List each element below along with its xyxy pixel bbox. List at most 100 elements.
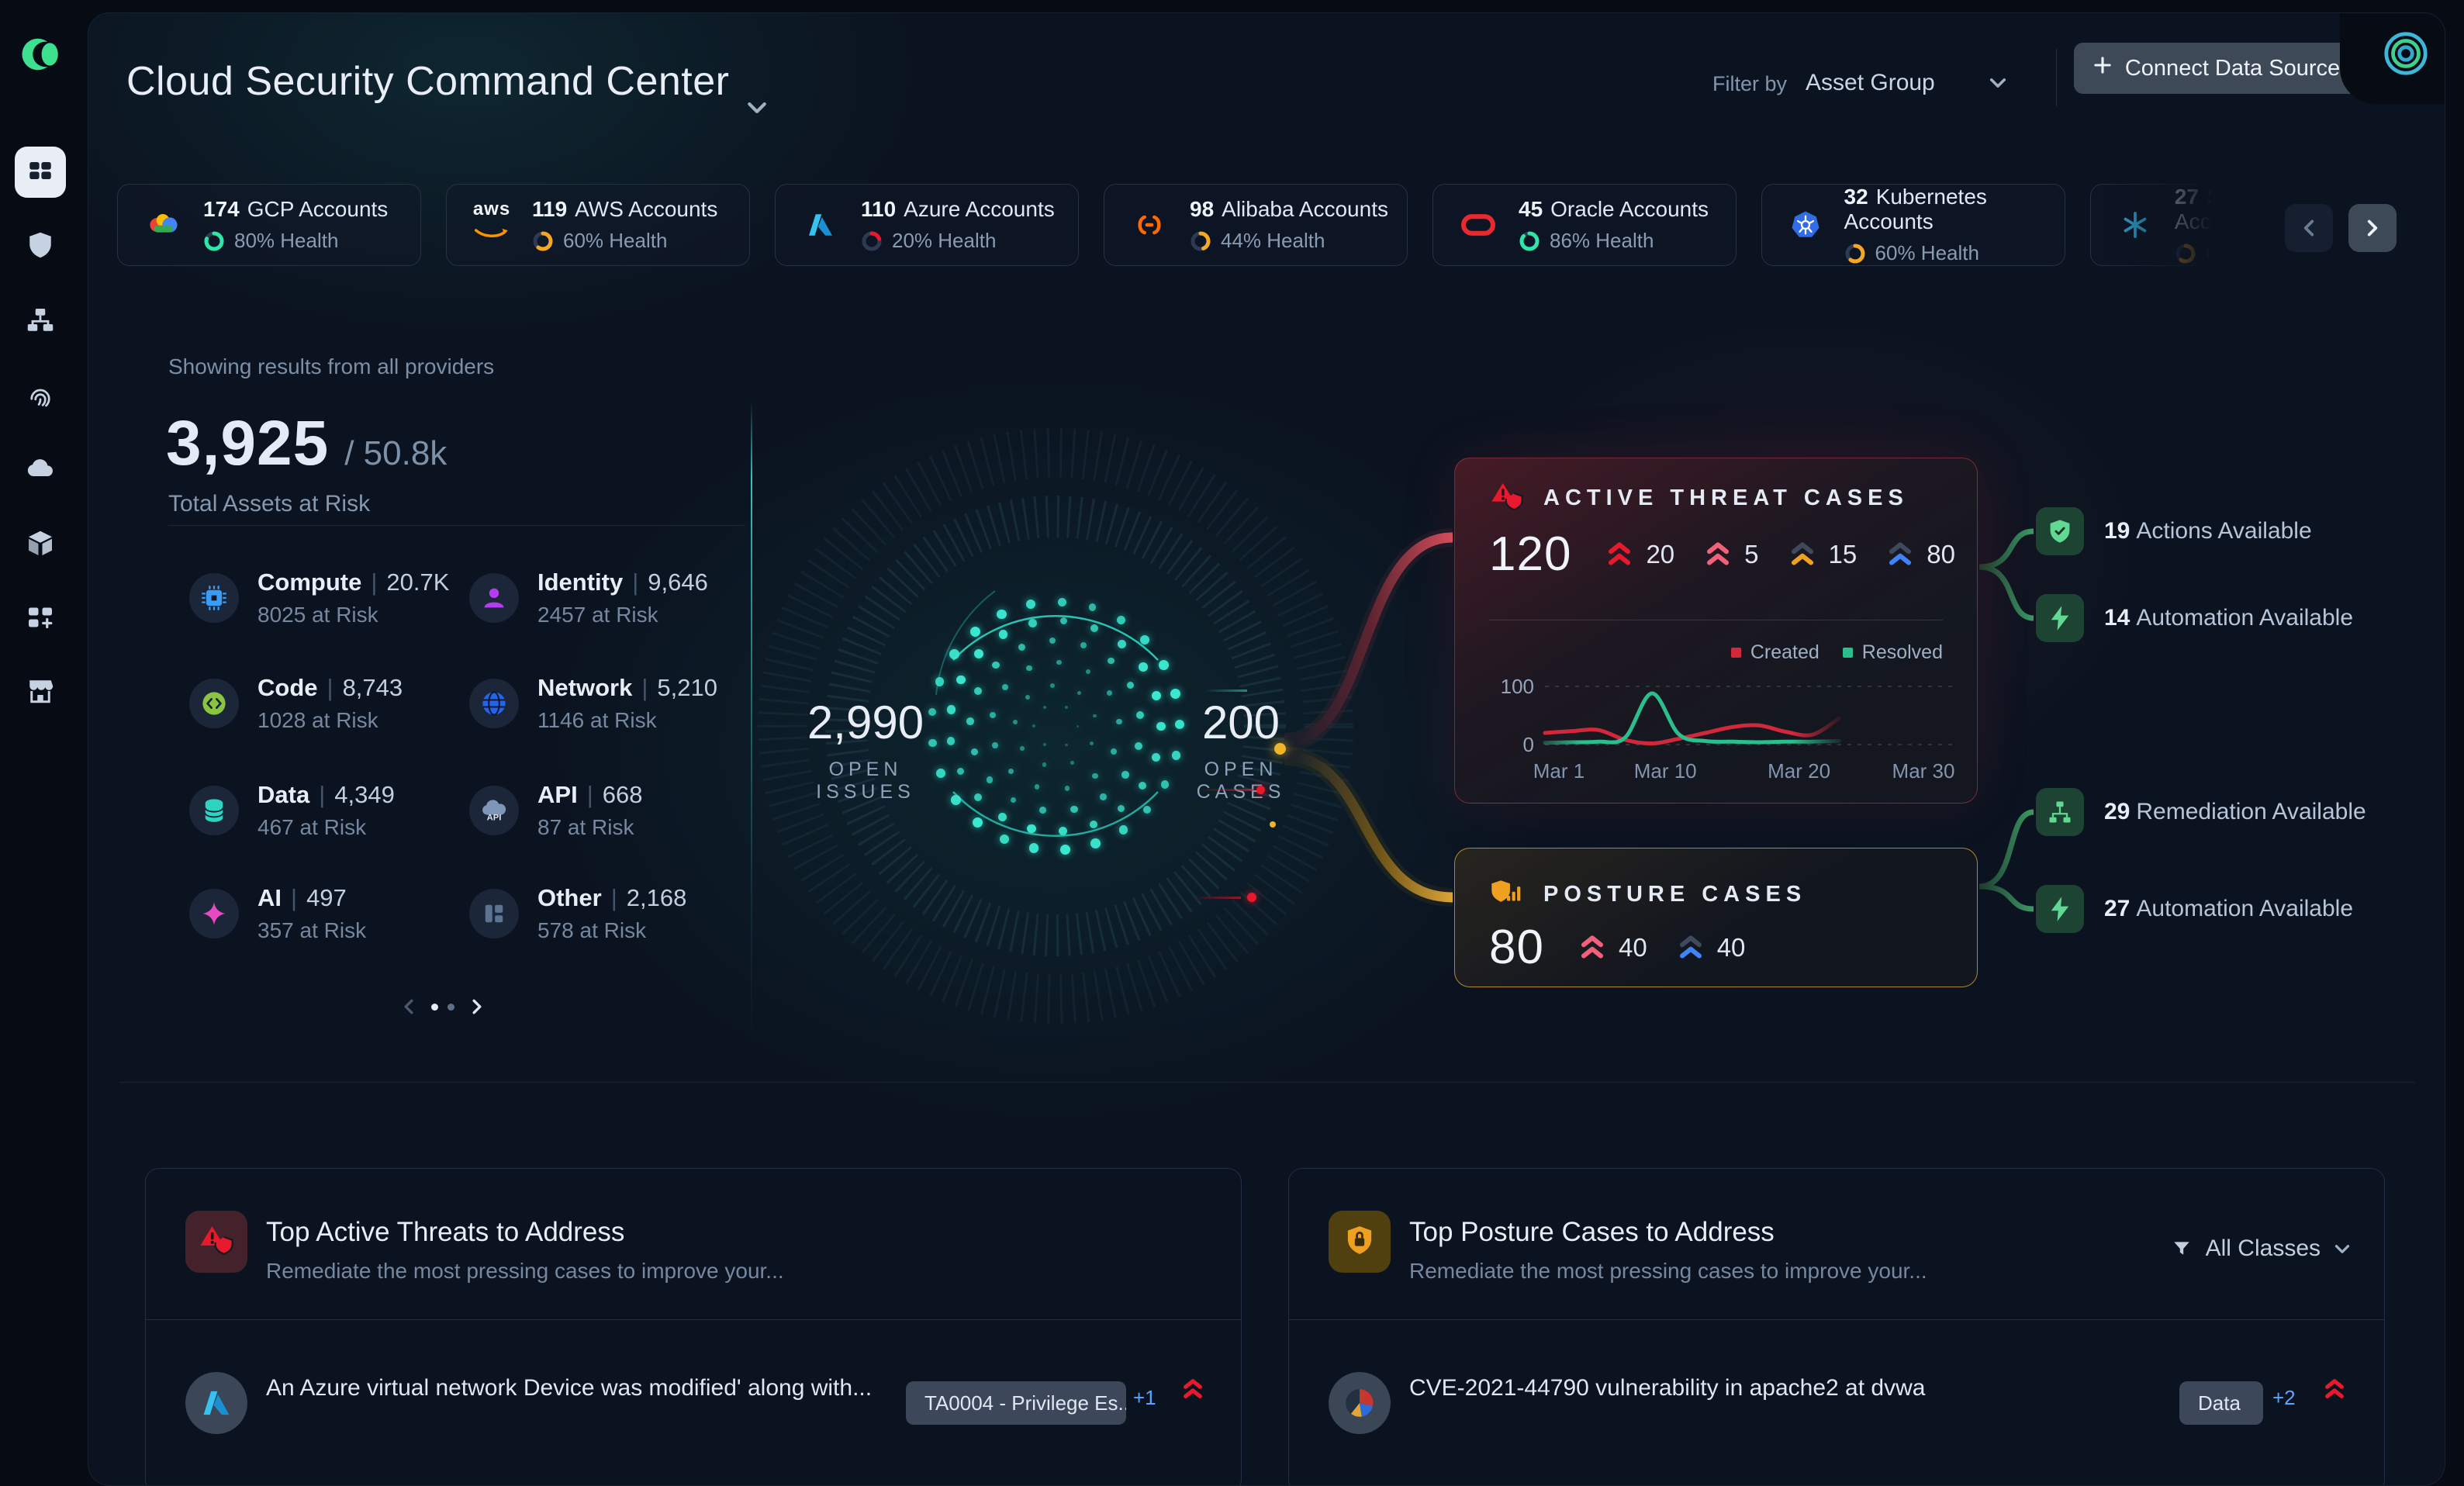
orb-dot — [1007, 768, 1014, 774]
orb-dot — [970, 748, 978, 756]
threat-action-automation-available[interactable]: 14 Automation Available — [2036, 594, 2353, 642]
top-threats-subtitle: Remediate the most pressing cases to imp… — [266, 1259, 784, 1283]
orb-dot — [1158, 659, 1169, 670]
provider-health: 86% Health — [1519, 229, 1709, 253]
providers-prev-button[interactable] — [2285, 204, 2333, 252]
sidebar-item-fingerprint[interactable] — [23, 378, 57, 413]
app-logo-icon[interactable] — [20, 34, 60, 74]
chart-legend: Created Resolved — [1730, 641, 1943, 664]
health-ring-icon — [1519, 231, 1540, 251]
provider-card-kubernetes[interactable]: 32 Kubernetes Accounts 60% Health — [1761, 184, 2065, 266]
shield-icon — [25, 230, 56, 264]
case-tag-badge: TA0004 - Privilege Es... — [906, 1381, 1126, 1425]
asset-category-data[interactable]: Data | 4,349 467 at Risk — [189, 781, 395, 840]
orb-dot — [1085, 669, 1090, 674]
all-classes-label: All Classes — [2205, 1235, 2321, 1261]
orb-dot — [973, 649, 983, 658]
case-row[interactable]: An Azure virtual network Device was modi… — [146, 1364, 1241, 1485]
threat-cases-chart: 100 0 Mar 1 Mar 10 Mar 20 Mar 30 — [1501, 675, 1958, 783]
asset-category-api[interactable]: API API | 668 87 at Risk — [469, 781, 642, 840]
threat-action-actions-available[interactable]: 19 Actions Available — [2036, 507, 2312, 555]
sidebar-item-dashboard[interactable] — [15, 147, 66, 198]
header-divider — [2056, 49, 2057, 106]
orb-dot — [973, 793, 982, 802]
title-dropdown-caret-icon[interactable] — [747, 78, 767, 113]
orb-dot — [1026, 665, 1032, 672]
connect-data-source-button[interactable]: Connect Data Source — [2074, 43, 2359, 94]
threat-totals: 120 20 5 15 80 — [1489, 527, 1955, 582]
orb-dot — [935, 677, 945, 686]
hero-vertical-divider — [751, 401, 752, 1045]
identity-icon — [469, 573, 519, 623]
sidebar-item-cube[interactable] — [23, 528, 57, 562]
store-icon — [25, 676, 56, 710]
categories-next-icon[interactable] — [470, 997, 484, 1017]
provider-count-name: 45 Oracle Accounts — [1519, 197, 1709, 221]
network-icon — [469, 679, 519, 728]
asset-category-other[interactable]: Other | 2,168 578 at Risk — [469, 884, 686, 943]
orb-dot — [928, 707, 937, 716]
provider-card-oracle[interactable]: 45 Oracle Accounts 86% Health — [1432, 184, 1737, 266]
orb-dot — [1060, 617, 1068, 625]
all-classes-filter[interactable]: All Classes — [2172, 1235, 2350, 1262]
provider-card-snowflake[interactable]: 27Snowflake Accounts 60% Health — [2090, 184, 2259, 266]
pager-dot-2[interactable] — [448, 1003, 454, 1011]
top-active-threats-card: Top Active Threats to Address Remediate … — [145, 1168, 1242, 1485]
sidebar-item-store[interactable] — [23, 676, 57, 710]
orb-dot — [992, 661, 1000, 669]
posture-cases-card[interactable]: POSTURE CASES 80 40 40 — [1454, 848, 1978, 987]
pager-dot-1[interactable] — [431, 1003, 438, 1011]
case-row[interactable]: CVE-2021-44790 vulnerability in apache2 … — [1289, 1364, 2384, 1485]
orb-dot — [992, 742, 998, 748]
asset-category-code[interactable]: Code | 8,743 1028 at Risk — [189, 674, 403, 733]
more-tags-link[interactable]: +1 — [1133, 1386, 1156, 1409]
severity-high-icon — [1707, 542, 1730, 565]
orb-dot — [973, 686, 982, 695]
orb-dot — [1018, 644, 1026, 651]
svg-text:Mar 1: Mar 1 — [1533, 759, 1584, 783]
sidebar-item-shield[interactable] — [23, 230, 57, 264]
provider-health: 60% Health — [2175, 241, 2259, 265]
active-threat-cases-card[interactable]: ACTIVE THREAT CASES 120 20 5 15 80 Created R… — [1454, 458, 1978, 803]
asset-group-select[interactable]: Asset Group — [1806, 61, 2006, 105]
orb-dot — [1059, 845, 1070, 855]
orb-dot — [1117, 639, 1126, 648]
severity-chip-low: 40 — [1677, 933, 1745, 962]
category-at-risk: 467 at Risk — [257, 815, 367, 839]
svg-text:Mar 20: Mar 20 — [1768, 759, 1830, 783]
bolt-icon — [2036, 885, 2084, 933]
orb-dot — [1034, 784, 1040, 790]
particle-red — [1247, 893, 1256, 902]
posture-action-remediation-available[interactable]: 29 Remediation Available — [2036, 788, 2366, 836]
provider-card-gcp[interactable]: 174 GCP Accounts 80% Health — [117, 184, 421, 266]
providers-next-button[interactable] — [2348, 204, 2397, 252]
provider-card-aws[interactable]: aws 119 AWS Accounts 60% Health — [446, 184, 750, 266]
shieldcheck-icon — [2036, 507, 2084, 555]
orb-dot — [1070, 761, 1074, 765]
asset-category-ai[interactable]: AI | 497 357 at Risk — [189, 884, 366, 943]
posture-totals: 80 40 40 — [1489, 920, 1745, 975]
asset-category-network[interactable]: Network | 5,210 1146 at Risk — [469, 674, 717, 733]
sidebar-item-sitemap[interactable] — [23, 305, 57, 339]
more-tags-link[interactable]: +2 — [2272, 1386, 2296, 1409]
svg-text:Mar 30: Mar 30 — [1892, 759, 1955, 783]
posture-action-automation-available[interactable]: 27 Automation Available — [2036, 885, 2353, 933]
posture-card-title: POSTURE CASES — [1543, 882, 1807, 907]
oracle-icon — [1453, 209, 1503, 240]
asset-category-compute[interactable]: Compute | 20.7K 8025 at Risk — [189, 568, 449, 627]
sidebar-item-cloud[interactable] — [23, 453, 57, 487]
provider-card-azure[interactable]: 110 Azure Accounts 20% Health — [775, 184, 1079, 266]
action-label: 14 Automation Available — [2104, 605, 2354, 631]
funnel-icon — [2172, 1239, 2192, 1259]
provider-card-alibaba[interactable]: 98 Alibaba Accounts 44% Health — [1104, 184, 1408, 266]
top-threats-title: Top Active Threats to Address — [266, 1217, 625, 1247]
orb-dot — [970, 626, 981, 637]
orb-dot — [1020, 746, 1025, 752]
orb-dot — [1126, 681, 1135, 689]
sidebar-item-apps-add[interactable] — [23, 602, 57, 636]
categories-prev-icon[interactable] — [402, 997, 416, 1017]
category-name-value: Other | 2,168 — [537, 884, 687, 911]
orb-dot — [936, 768, 945, 778]
orb-dot — [1058, 826, 1068, 836]
asset-category-identity[interactable]: Identity | 9,646 2457 at Risk — [469, 568, 708, 627]
